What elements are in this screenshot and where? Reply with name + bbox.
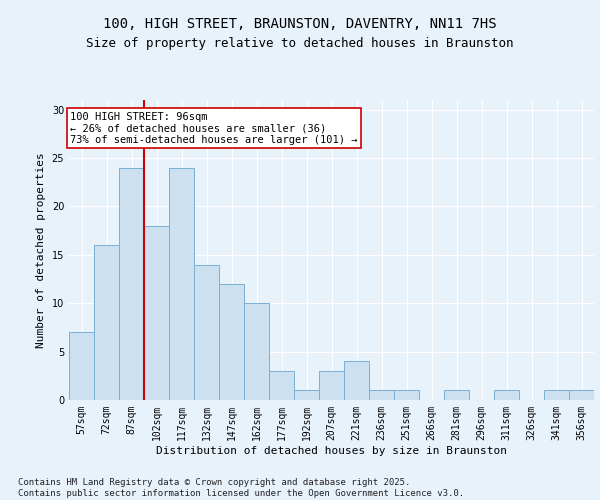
- Bar: [369, 390, 394, 400]
- Bar: [119, 168, 144, 400]
- Bar: [294, 390, 319, 400]
- Bar: [394, 390, 419, 400]
- Bar: [569, 390, 594, 400]
- Bar: [444, 390, 469, 400]
- Bar: [194, 264, 219, 400]
- Text: Size of property relative to detached houses in Braunston: Size of property relative to detached ho…: [86, 38, 514, 51]
- Text: 100 HIGH STREET: 96sqm
← 26% of detached houses are smaller (36)
73% of semi-det: 100 HIGH STREET: 96sqm ← 26% of detached…: [70, 112, 358, 145]
- Text: Contains HM Land Registry data © Crown copyright and database right 2025.
Contai: Contains HM Land Registry data © Crown c…: [18, 478, 464, 498]
- Bar: [219, 284, 244, 400]
- Bar: [169, 168, 194, 400]
- Bar: [319, 371, 344, 400]
- Bar: [69, 332, 94, 400]
- Bar: [269, 371, 294, 400]
- Bar: [244, 303, 269, 400]
- Bar: [544, 390, 569, 400]
- Bar: [494, 390, 519, 400]
- X-axis label: Distribution of detached houses by size in Braunston: Distribution of detached houses by size …: [156, 446, 507, 456]
- Bar: [144, 226, 169, 400]
- Bar: [94, 245, 119, 400]
- Y-axis label: Number of detached properties: Number of detached properties: [36, 152, 46, 348]
- Bar: [344, 362, 369, 400]
- Text: 100, HIGH STREET, BRAUNSTON, DAVENTRY, NN11 7HS: 100, HIGH STREET, BRAUNSTON, DAVENTRY, N…: [103, 18, 497, 32]
